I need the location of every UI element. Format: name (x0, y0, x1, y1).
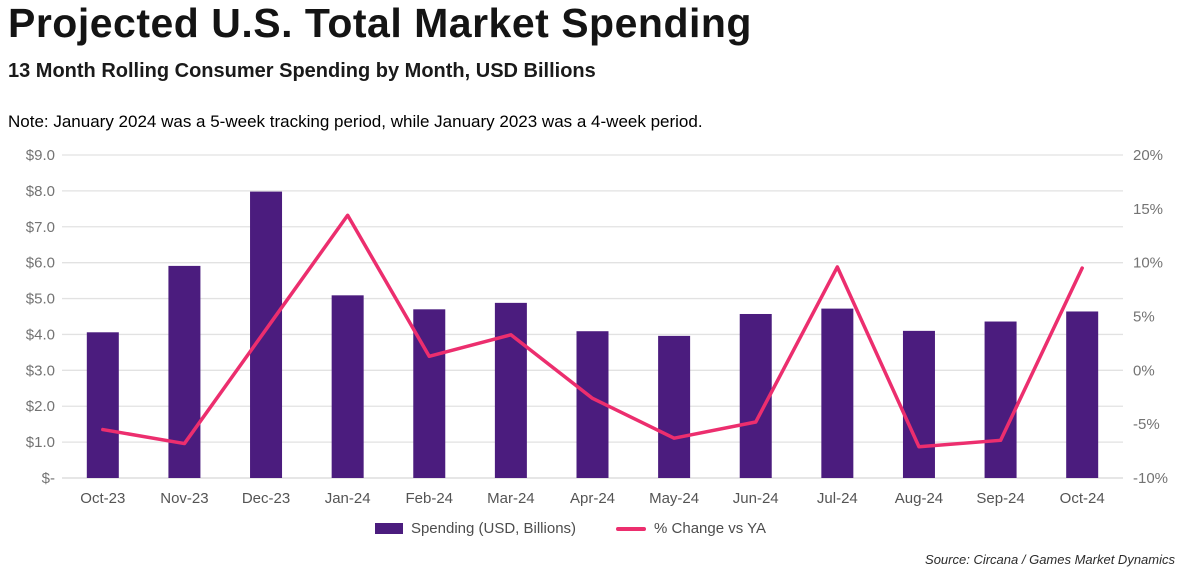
chart-legend: Spending (USD, Billions) % Change vs YA (0, 520, 1141, 537)
x-axis-label: Apr-24 (570, 490, 615, 507)
bar-Oct-24 (1066, 311, 1099, 478)
y-axis-label-left: $7.0 (26, 219, 55, 236)
y-axis-label-left: $9.0 (26, 147, 55, 164)
y-axis-label-right: -10% (1133, 470, 1168, 487)
bar-Jan-24 (331, 295, 364, 478)
x-axis-label: Dec-23 (242, 490, 290, 507)
y-axis-label-right: 0% (1133, 362, 1155, 379)
page-title: Projected U.S. Total Market Spending (8, 0, 752, 46)
x-axis-label: Feb-24 (406, 490, 454, 507)
legend-label-pct-change: % Change vs YA (654, 520, 767, 537)
bar-Mar-24 (494, 302, 527, 478)
y-axis-label-left: $- (42, 470, 55, 487)
x-axis-label: Jul-24 (817, 490, 858, 507)
chart-note: Note: January 2024 was a 5-week tracking… (8, 112, 703, 131)
bar-Aug-24 (902, 330, 935, 478)
bar-Dec-23 (250, 191, 283, 478)
bar-swatch-icon (374, 523, 403, 534)
x-axis-label: Jan-24 (325, 490, 371, 507)
y-axis-label-left: $1.0 (26, 434, 55, 451)
legend-item-spending: Spending (USD, Billions) (374, 520, 577, 537)
page-subtitle: 13 Month Rolling Consumer Spending by Mo… (8, 60, 596, 82)
y-axis-label-right: 10% (1133, 255, 1163, 272)
bar-Jun-24 (739, 313, 772, 478)
y-axis-label-left: $8.0 (26, 183, 55, 200)
bar-May-24 (658, 335, 691, 478)
line-swatch-icon (616, 526, 647, 531)
x-axis-label: May-24 (649, 490, 699, 507)
y-axis-label-right: 5% (1133, 309, 1155, 326)
pct-change-line (101, 213, 1084, 449)
x-axis-label: Mar-24 (487, 490, 535, 507)
bar-Jul-24 (821, 308, 854, 478)
bar-Sep-24 (984, 321, 1017, 478)
y-axis-label-left: $5.0 (26, 291, 55, 308)
source-credit: Source: Circana / Games Market Dynamics (925, 552, 1175, 567)
y-axis-label-left: $6.0 (26, 255, 55, 272)
x-axis-label: Nov-23 (160, 490, 208, 507)
x-axis-label: Oct-23 (80, 490, 125, 507)
y-axis-label-right: 20% (1133, 147, 1163, 164)
x-axis-label: Aug-24 (895, 490, 943, 507)
y-axis-label-left: $3.0 (26, 362, 55, 379)
legend-label-spending: Spending (USD, Billions) (410, 520, 577, 537)
legend-item-pct-change: % Change vs YA (616, 520, 766, 537)
y-axis-label-left: $4.0 (26, 326, 55, 343)
y-axis-label-right: 15% (1133, 201, 1163, 218)
y-axis-label-left: $2.0 (26, 398, 55, 415)
y-axis-label-right: -5% (1133, 416, 1160, 433)
bar-Oct-23 (86, 332, 119, 478)
x-axis-label: Oct-24 (1060, 490, 1105, 507)
x-axis-label: Sep-24 (976, 490, 1024, 507)
bar-Nov-23 (168, 265, 201, 478)
x-axis-label: Jun-24 (733, 490, 779, 507)
